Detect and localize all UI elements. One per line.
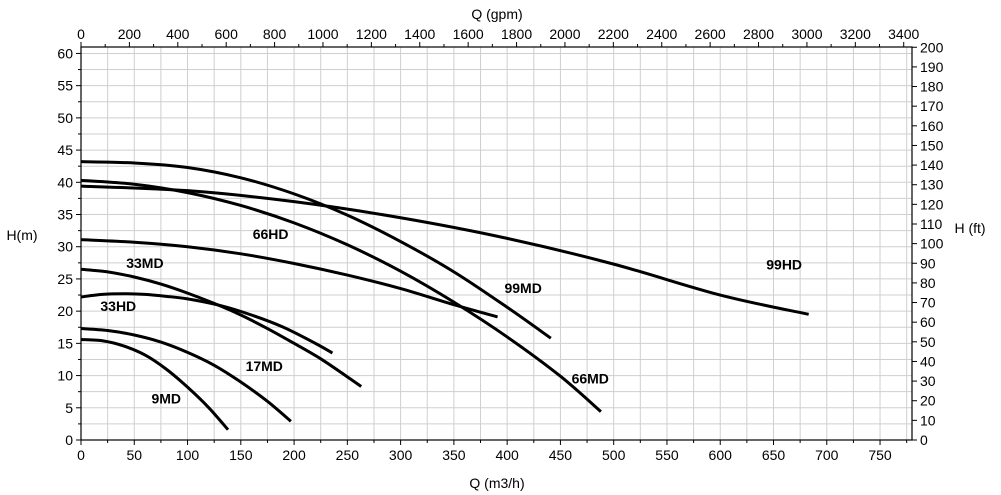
y-tick-label: 50 [57,110,73,126]
y-tick-label: 40 [57,174,73,190]
y2-tick-label: 200 [920,39,944,55]
y-tick-label: 35 [57,207,73,223]
y2-tick-label: 100 [920,236,944,252]
y2-tick-label: 180 [920,79,944,95]
x-tick-label: 600 [709,447,733,463]
y-tick-label: 0 [65,432,73,448]
x2-tick-label: 2400 [646,26,677,42]
x2-tick-label: 0 [77,26,85,42]
x-tick-label: 200 [282,447,306,463]
x-tick-label: 650 [762,447,786,463]
curve-33hd [80,292,334,355]
y2-tick-label: 40 [920,353,936,369]
x-tick-label: 0 [77,447,85,463]
y-tick-label: 25 [57,271,73,287]
curve-labels: 9MD 17MD 33HD 33MD 66HD 99HD 66MD 99MD [100,226,802,406]
y2-tick-label: 0 [920,432,928,448]
x-tick-label: 550 [655,447,679,463]
y-tick-label: 30 [57,239,73,255]
curve-66hd [80,238,498,319]
y2-tick-label: 130 [920,177,944,193]
y-tick-label: 60 [57,45,73,61]
curve-9md [80,338,230,431]
plot-frame [80,46,913,441]
curve-17md [80,327,292,423]
y2-tick-label: 170 [920,98,944,114]
x-tick-label: 450 [549,447,573,463]
y2-tick-label: 80 [920,275,936,291]
x-tick-label: 100 [176,447,200,463]
y2-tick-label: 150 [920,137,944,153]
x-axis-title: Q (m3/h) [469,475,524,491]
x2-tick-label: 1000 [307,26,338,42]
curve-99hd [80,184,809,316]
x-tick-label: 300 [389,447,413,463]
y2-tick-label: 160 [920,118,944,134]
x-tick-label: 500 [602,447,626,463]
y2-tick-label: 20 [920,393,936,409]
x2-tick-label: 2600 [695,26,726,42]
y2-tick-label: 10 [920,412,936,428]
y2-tick-label: 90 [920,255,936,271]
curve-label-33hd: 33HD [100,298,136,314]
curve-label-99md: 99MD [504,280,541,296]
x2-tick-label: 1600 [453,26,484,42]
axis-ticks: 0 50 100 150 200 250 300 350 400 450 500 550 600 650 7… [57,26,943,463]
curve-label-66hd: 66HD [253,226,289,242]
x-tick-label: 750 [868,447,892,463]
curve-label-66md: 66MD [572,370,609,386]
x2-tick-label: 1400 [404,26,435,42]
y-tick-label: 10 [57,368,73,384]
y-tick-label: 45 [57,142,73,158]
x-tick-label: 150 [229,447,253,463]
x2-tick-label: 400 [166,26,190,42]
y-tick-label: 20 [57,303,73,319]
x2-tick-label: 200 [118,26,142,42]
x2-axis-title: Q (gpm) [471,6,522,22]
y2-tick-label: 140 [920,157,944,173]
y-tick-label: 5 [65,400,73,416]
x2-tick-label: 3400 [888,26,919,42]
y-tick-label: 55 [57,78,73,94]
y2-tick-label: 60 [920,314,936,330]
x2-tick-label: 800 [263,26,287,42]
x-tick-label: 400 [495,447,519,463]
y2-tick-label: 70 [920,295,936,311]
y2-tick-label: 190 [920,59,944,75]
x2-tick-label: 1200 [356,26,387,42]
y2-tick-label: 50 [920,334,936,350]
x2-tick-label: 2000 [549,26,580,42]
pump-curves [80,160,809,431]
y-axis-title: H(m) [6,227,37,243]
x2-tick-label: 2800 [743,26,774,42]
x2-tick-label: 600 [215,26,239,42]
x2-tick-label: 1800 [501,26,532,42]
curve-33md [80,267,363,388]
x-tick-label: 250 [336,447,360,463]
y2-tick-label: 110 [920,216,943,232]
curve-label-99hd: 99HD [766,256,802,272]
curve-66md [80,178,602,413]
y-tick-label: 15 [57,335,73,351]
curve-99md [80,160,552,340]
x2-tick-label: 2200 [598,26,629,42]
x2-tick-label: 3000 [791,26,822,42]
y2-axis-title: H (ft) [954,220,985,236]
y2-tick-label: 120 [920,196,944,212]
x-tick-label: 700 [815,447,839,463]
y2-tick-label: 30 [920,373,936,389]
x-tick-label: 50 [126,447,142,463]
curve-label-17md: 17MD [246,358,283,374]
x2-tick-label: 3200 [840,26,871,42]
curve-label-9md: 9MD [151,390,181,406]
curve-label-33md: 33MD [126,255,163,271]
x-tick-label: 350 [442,447,466,463]
grid [81,47,912,440]
